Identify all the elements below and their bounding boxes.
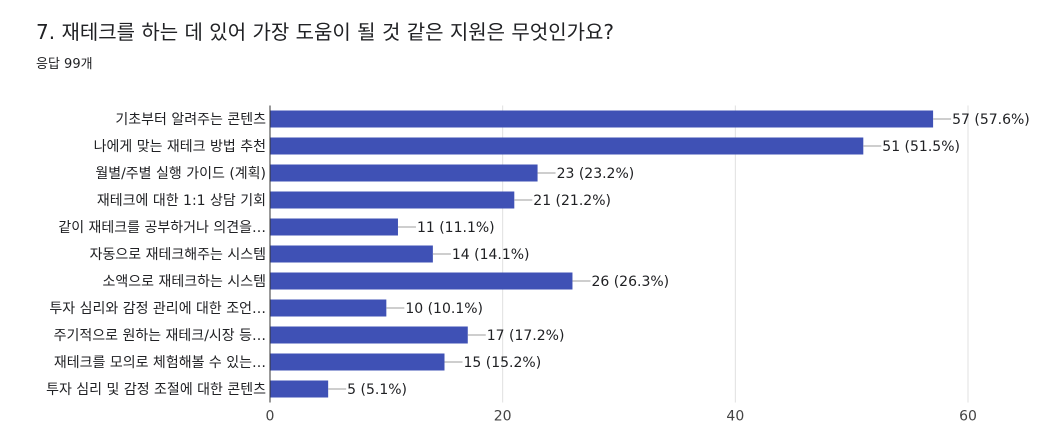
data-label: 21 (21.2%) (533, 193, 611, 209)
x-tick-label: 60 (959, 409, 977, 425)
data-label: 5 (5.1%) (347, 382, 407, 398)
bar (270, 380, 329, 398)
category-label: 같이 재테크를 공부하거나 의견을… (58, 220, 266, 236)
data-label: 57 (57.6%) (952, 112, 1030, 128)
bar (270, 218, 398, 236)
category-label: 투자 심리와 감정 관리에 대한 조언… (49, 301, 266, 317)
x-tick-label: 20 (494, 409, 512, 425)
category-label: 나에게 맞는 재테크 방법 추천 (94, 139, 266, 155)
category-label: 기초부터 알려주는 콘텐츠 (115, 112, 266, 128)
bar (270, 191, 515, 209)
bar (270, 110, 934, 128)
category-label: 월별/주별 실행 가이드 (계획) (95, 166, 266, 182)
x-tick-label: 0 (266, 409, 275, 425)
bar (270, 164, 538, 182)
category-label: 소액으로 재테크하는 시스템 (103, 274, 266, 290)
data-label: 26 (26.3%) (591, 274, 669, 290)
bar (270, 326, 468, 344)
response-count: 응답 99개 (36, 57, 93, 72)
data-label: 11 (11.1%) (417, 220, 495, 236)
data-label: 10 (10.1%) (405, 301, 483, 317)
category-label: 재테크에 대한 1:1 상담 기회 (97, 193, 266, 209)
category-label: 재테크를 모의로 체험해볼 수 있는… (54, 355, 266, 371)
bar (270, 137, 864, 155)
category-label: 자동으로 재테크해주는 시스템 (90, 247, 266, 263)
data-label: 14 (14.1%) (452, 247, 530, 263)
x-tick-label: 40 (726, 409, 744, 425)
bar (270, 245, 433, 263)
bar (270, 353, 445, 371)
data-label: 51 (51.5%) (882, 139, 960, 155)
data-label: 17 (17.2%) (487, 328, 565, 344)
bar (270, 299, 387, 317)
category-label: 투자 심리 및 감정 조절에 대한 콘텐츠 (46, 382, 266, 398)
bar (270, 272, 573, 290)
category-label: 주기적으로 원하는 재테크/시장 등… (54, 328, 266, 344)
data-label: 23 (23.2%) (557, 166, 635, 182)
data-label: 15 (15.2%) (464, 355, 542, 371)
chart-title: 7. 재테크를 하는 데 있어 가장 도움이 될 것 같은 지원은 무엇인가요? (36, 20, 615, 44)
